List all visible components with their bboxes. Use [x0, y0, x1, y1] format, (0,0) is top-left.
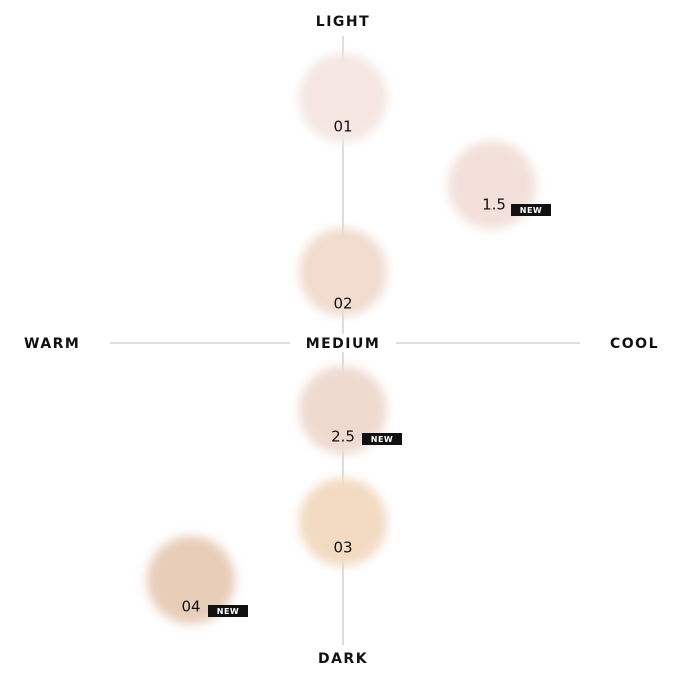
shade-label: 03	[333, 539, 352, 557]
shade-label: 2.5	[331, 428, 355, 446]
badge	[511, 204, 551, 216]
axis-label-top: LIGHT	[316, 14, 370, 30]
shade-label: 01	[333, 118, 352, 136]
shade-02: 02	[299, 228, 387, 316]
top-label-bg	[300, 10, 386, 32]
badge	[208, 605, 248, 617]
shade-label: 1.5	[482, 196, 506, 214]
swatch	[299, 366, 387, 454]
badge-text: NEW	[520, 206, 542, 215]
center-label-bg	[290, 334, 396, 352]
axis-label-center: MEDIUM	[306, 336, 381, 352]
shade-1-5: 1.5 NEW	[448, 141, 551, 229]
badge	[362, 433, 402, 445]
shade-03: 03	[299, 478, 387, 566]
badge-text: NEW	[217, 607, 239, 616]
swatch	[299, 54, 387, 142]
swatch	[299, 478, 387, 566]
axis-label-left: WARM	[24, 336, 80, 352]
shade-label: 02	[333, 295, 352, 313]
shade-2-5: 2.5 NEW	[299, 366, 402, 454]
shade-01: 01	[299, 54, 387, 142]
swatch	[147, 536, 235, 624]
shade-label: 04	[181, 598, 200, 616]
axis-label-right: COOL	[610, 336, 659, 352]
axis-label-bottom: DARK	[318, 651, 368, 667]
swatch	[299, 228, 387, 316]
badge-text: NEW	[371, 435, 393, 444]
shade-04: 04 NEW	[147, 536, 248, 624]
